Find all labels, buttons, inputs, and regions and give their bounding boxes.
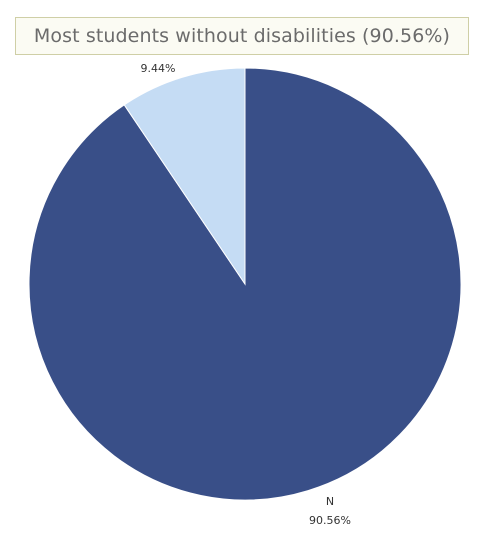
slice-category-label: N xyxy=(326,495,334,508)
chart-title: Most students without disabilities (90.5… xyxy=(15,17,469,55)
slice-value-label: 9.44% xyxy=(141,62,176,75)
slice-value-label: 90.56% xyxy=(309,514,351,527)
pie-slice-2[interactable] xyxy=(123,67,246,286)
